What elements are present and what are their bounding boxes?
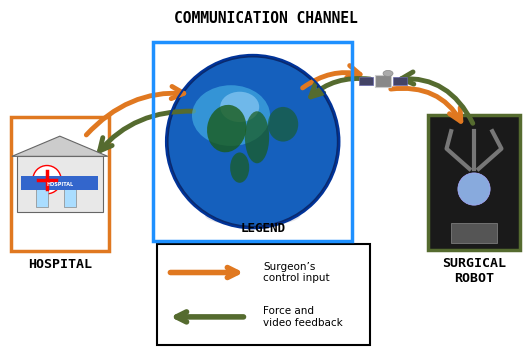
- Ellipse shape: [230, 153, 249, 183]
- Ellipse shape: [383, 70, 393, 76]
- Bar: [157, 244, 370, 345]
- Circle shape: [458, 173, 490, 205]
- Circle shape: [169, 57, 337, 226]
- Bar: [11, 117, 109, 251]
- Circle shape: [33, 166, 61, 194]
- Ellipse shape: [205, 205, 301, 226]
- Polygon shape: [12, 136, 108, 156]
- Bar: [451, 223, 497, 243]
- Bar: [153, 42, 352, 241]
- Bar: [428, 115, 520, 250]
- Ellipse shape: [268, 107, 298, 142]
- Circle shape: [166, 55, 339, 228]
- Text: COMMUNICATION CHANNEL: COMMUNICATION CHANNEL: [174, 11, 358, 25]
- Bar: [21, 176, 98, 190]
- Bar: [359, 78, 373, 85]
- Text: HOSPITAL: HOSPITAL: [46, 182, 73, 187]
- Text: HOSPITAL: HOSPITAL: [28, 258, 92, 272]
- Ellipse shape: [192, 85, 270, 146]
- Bar: [36, 189, 48, 207]
- Ellipse shape: [245, 111, 269, 163]
- Ellipse shape: [207, 105, 246, 152]
- Bar: [393, 78, 407, 85]
- Bar: [64, 189, 76, 207]
- Text: SURGICAL
ROBOT: SURGICAL ROBOT: [442, 257, 506, 285]
- Ellipse shape: [220, 92, 259, 122]
- Text: Surgeon’s
control input: Surgeon’s control input: [263, 262, 330, 283]
- Text: LEGEND: LEGEND: [241, 222, 286, 235]
- Text: Force and
video feedback: Force and video feedback: [263, 306, 343, 328]
- Bar: [375, 75, 391, 87]
- Bar: [17, 156, 103, 212]
